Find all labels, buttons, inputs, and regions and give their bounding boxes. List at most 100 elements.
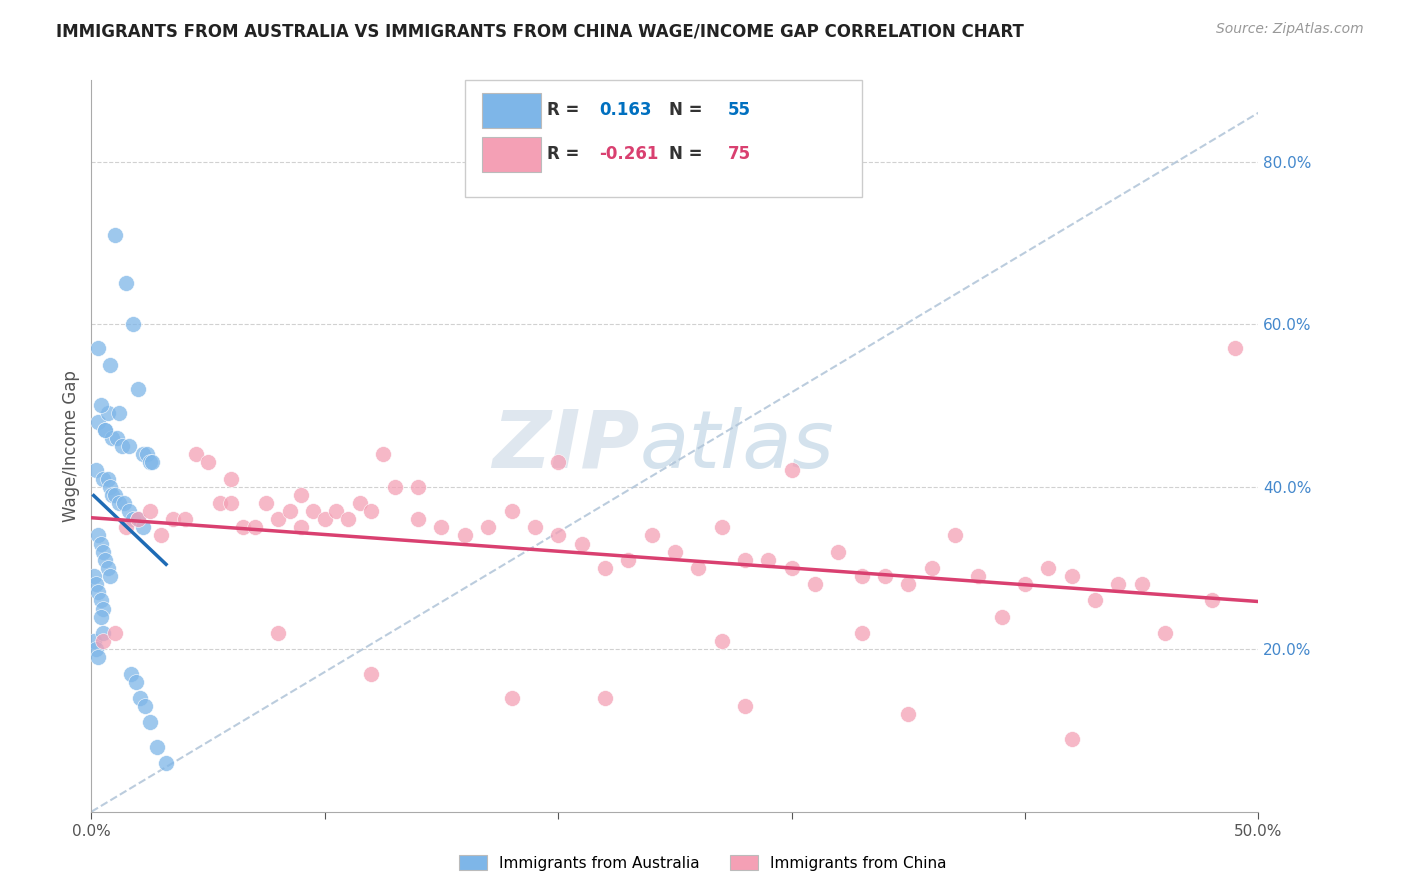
Point bbox=[278, 504, 301, 518]
Point bbox=[108, 496, 131, 510]
Point bbox=[112, 496, 135, 510]
Point bbox=[138, 504, 162, 518]
Point bbox=[98, 358, 121, 372]
Point bbox=[617, 553, 640, 567]
Point bbox=[105, 431, 128, 445]
Point bbox=[221, 496, 243, 510]
Point bbox=[256, 496, 278, 510]
Point bbox=[290, 488, 312, 502]
Y-axis label: Wage/Income Gap: Wage/Income Gap bbox=[62, 370, 80, 522]
Point bbox=[136, 447, 159, 461]
Point bbox=[101, 488, 124, 502]
Point bbox=[84, 463, 107, 477]
Point bbox=[243, 520, 266, 534]
Point bbox=[371, 447, 394, 461]
Point bbox=[87, 650, 110, 665]
Point bbox=[734, 553, 756, 567]
Point bbox=[1014, 577, 1036, 591]
Point bbox=[132, 520, 155, 534]
Point bbox=[91, 544, 114, 558]
Text: IMMIGRANTS FROM AUSTRALIA VS IMMIGRANTS FROM CHINA WAGE/INCOME GAP CORRELATION C: IMMIGRANTS FROM AUSTRALIA VS IMMIGRANTS … bbox=[56, 22, 1024, 40]
Point bbox=[990, 609, 1012, 624]
Point bbox=[454, 528, 477, 542]
Point bbox=[943, 528, 966, 542]
Point bbox=[87, 415, 110, 429]
Point bbox=[897, 707, 920, 722]
Point bbox=[1201, 593, 1223, 607]
Point bbox=[132, 447, 155, 461]
Point bbox=[349, 496, 371, 510]
Point bbox=[94, 553, 117, 567]
Point bbox=[118, 439, 141, 453]
FancyBboxPatch shape bbox=[465, 80, 862, 197]
Point bbox=[967, 569, 990, 583]
Point bbox=[87, 585, 110, 599]
Text: 55: 55 bbox=[727, 101, 751, 119]
Point bbox=[1084, 593, 1107, 607]
Point bbox=[122, 317, 145, 331]
Point bbox=[501, 690, 523, 705]
Point bbox=[827, 544, 849, 558]
Text: R =: R = bbox=[547, 101, 585, 119]
Point bbox=[115, 520, 138, 534]
Point bbox=[90, 398, 112, 412]
Point bbox=[98, 569, 121, 583]
Point bbox=[302, 504, 325, 518]
Point bbox=[1038, 561, 1060, 575]
Text: 0.163: 0.163 bbox=[599, 101, 651, 119]
Point bbox=[162, 512, 184, 526]
Point bbox=[547, 528, 569, 542]
Point bbox=[138, 715, 162, 730]
Point bbox=[84, 642, 107, 657]
Point bbox=[664, 544, 686, 558]
Point bbox=[97, 561, 120, 575]
Point bbox=[547, 455, 569, 469]
Text: R =: R = bbox=[547, 145, 585, 163]
Point bbox=[360, 666, 382, 681]
Point bbox=[593, 561, 616, 575]
Text: N =: N = bbox=[669, 101, 709, 119]
Point bbox=[127, 512, 149, 526]
Point bbox=[104, 488, 127, 502]
Point bbox=[734, 699, 756, 714]
Text: 75: 75 bbox=[727, 145, 751, 163]
Point bbox=[523, 520, 546, 534]
Point bbox=[780, 463, 803, 477]
Point bbox=[173, 512, 195, 526]
Point bbox=[120, 666, 142, 681]
Text: N =: N = bbox=[669, 145, 709, 163]
Point bbox=[87, 342, 110, 356]
Point bbox=[406, 512, 429, 526]
Legend: Immigrants from Australia, Immigrants from China: Immigrants from Australia, Immigrants fr… bbox=[450, 846, 956, 880]
Point bbox=[83, 569, 105, 583]
Point bbox=[91, 626, 114, 640]
Point bbox=[138, 455, 162, 469]
Point bbox=[360, 504, 382, 518]
Point bbox=[384, 480, 406, 494]
Point bbox=[1107, 577, 1129, 591]
Point bbox=[593, 690, 616, 705]
Point bbox=[91, 601, 114, 615]
Point bbox=[94, 423, 117, 437]
Point bbox=[97, 407, 120, 421]
Point bbox=[921, 561, 943, 575]
Point bbox=[290, 520, 312, 534]
Point bbox=[640, 528, 662, 542]
Point bbox=[122, 512, 145, 526]
Point bbox=[501, 504, 523, 518]
Point bbox=[208, 496, 231, 510]
Point bbox=[221, 471, 243, 485]
Point bbox=[314, 512, 336, 526]
Point bbox=[127, 382, 149, 396]
Point bbox=[97, 471, 120, 485]
Point bbox=[90, 593, 112, 607]
Point bbox=[804, 577, 827, 591]
Point bbox=[98, 480, 121, 494]
Point bbox=[1223, 342, 1246, 356]
Point bbox=[104, 626, 127, 640]
Point bbox=[125, 674, 148, 689]
Point bbox=[1154, 626, 1177, 640]
Point bbox=[710, 520, 733, 534]
Point bbox=[406, 480, 429, 494]
Point bbox=[477, 520, 499, 534]
